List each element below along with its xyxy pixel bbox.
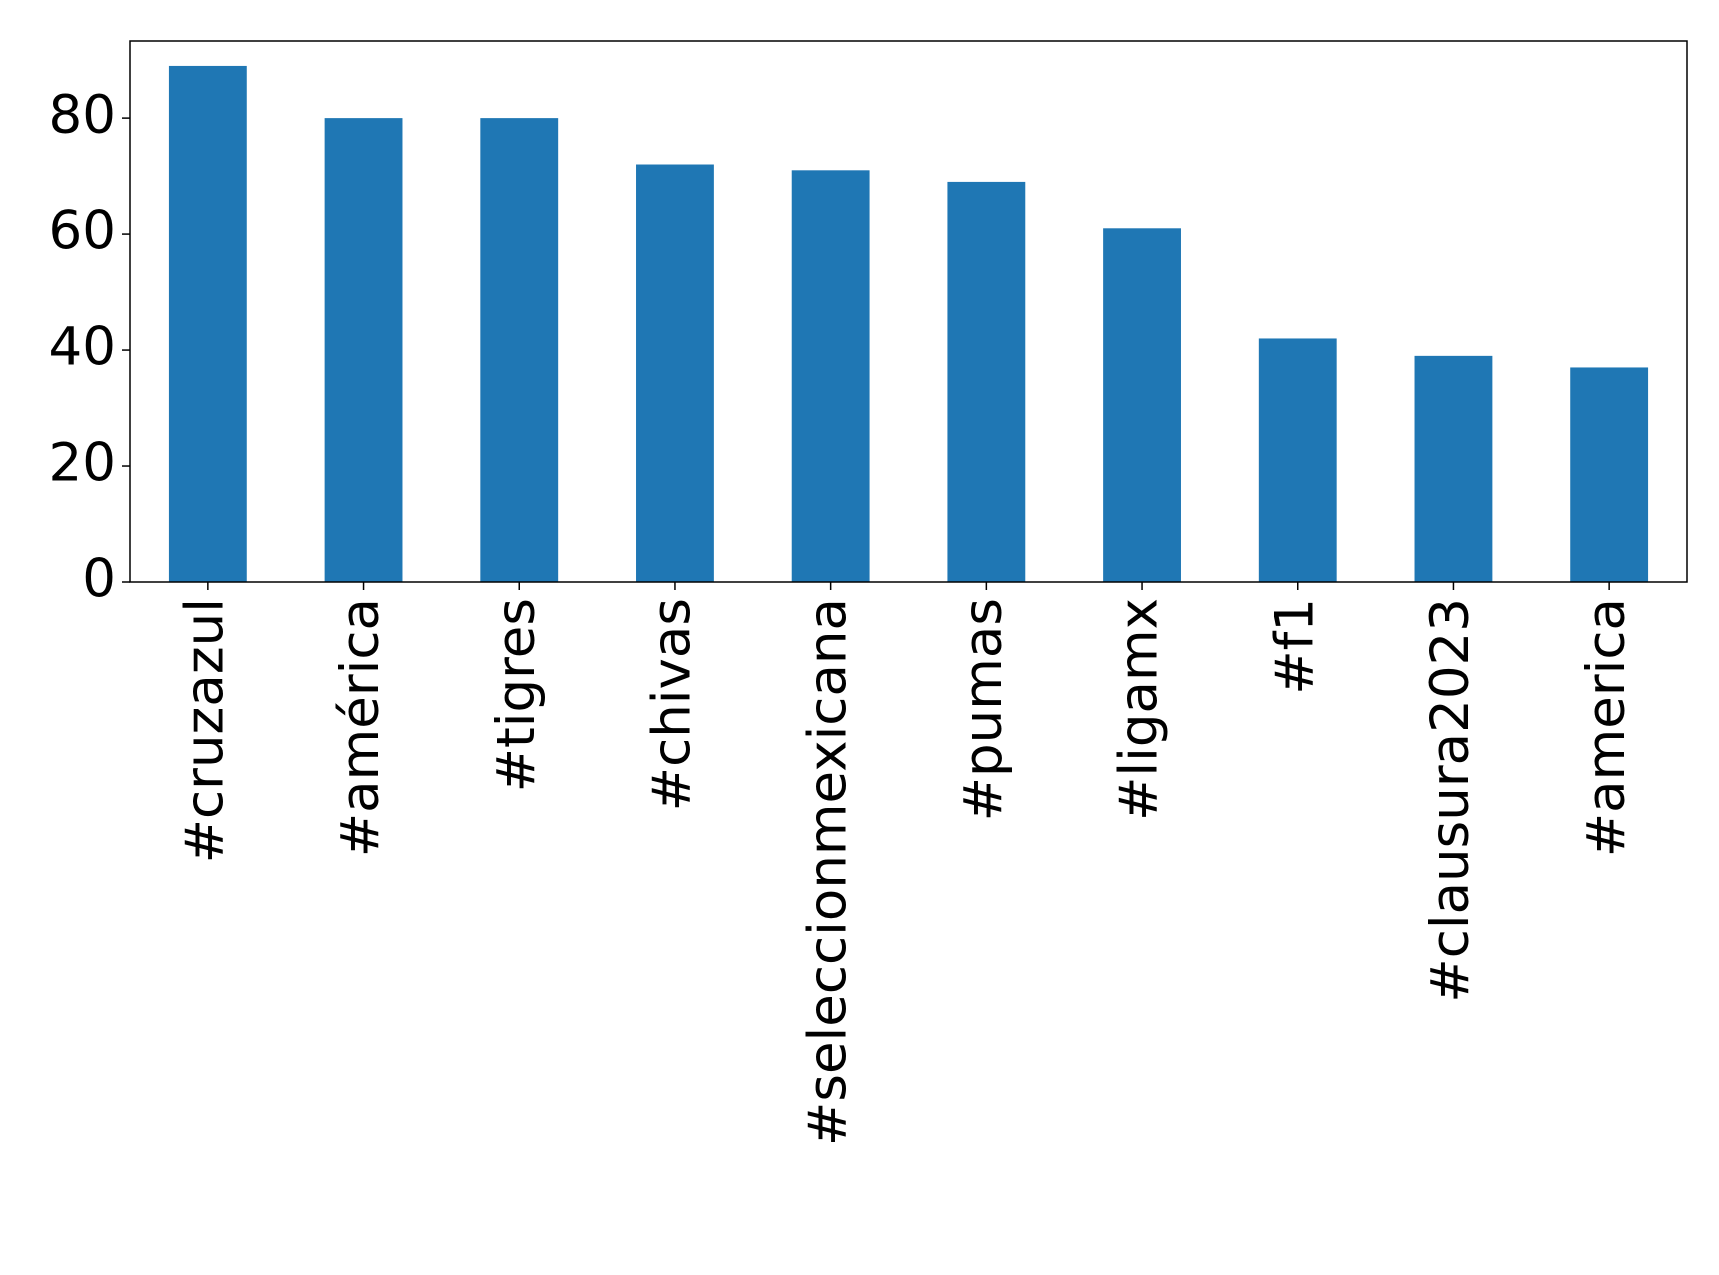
- bar: [324, 118, 403, 582]
- bar: [168, 65, 247, 583]
- bar: [1414, 355, 1493, 582]
- x-tick-label: #america: [1576, 598, 1637, 857]
- x-tick-label: #ligamx: [1109, 598, 1170, 821]
- x-tick-label: #américa: [330, 598, 391, 857]
- x-tick-label: #pumas: [953, 598, 1014, 821]
- bar: [1570, 367, 1649, 582]
- x-tick-label: #f1: [1264, 598, 1325, 695]
- bar: [636, 164, 714, 582]
- y-tick-label: 60: [49, 201, 116, 262]
- x-tick-label: #seleccionmexicana: [797, 598, 858, 1146]
- bar: [791, 170, 870, 583]
- bar: [947, 181, 1026, 582]
- y-tick-label: 0: [82, 549, 116, 610]
- bar: [1103, 228, 1181, 582]
- x-tick-label: #cruzazul: [174, 598, 235, 863]
- y-tick-label: 80: [49, 85, 116, 146]
- plot-frame: [129, 40, 1688, 583]
- bar: [1258, 338, 1337, 582]
- bar: [480, 118, 559, 582]
- x-tick-label: #tigres: [486, 598, 547, 792]
- y-tick-label: 40: [49, 317, 116, 378]
- y-tick-label: 20: [49, 433, 116, 494]
- x-tick-label: #clausura2023: [1420, 598, 1481, 1003]
- x-tick-label: #chivas: [642, 598, 703, 811]
